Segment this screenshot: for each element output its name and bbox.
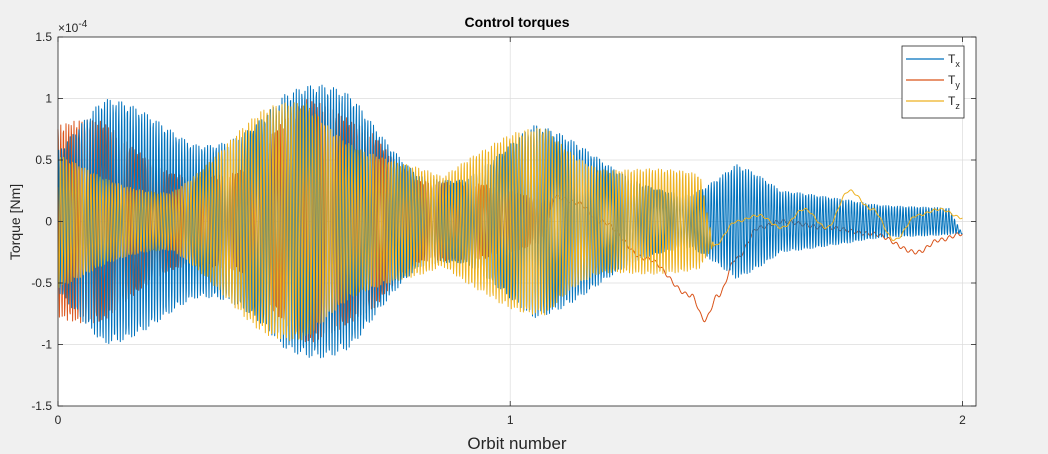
legend: Tx Ty Tz bbox=[901, 45, 965, 119]
y-tick-label: 1 bbox=[45, 92, 52, 106]
x-tick-label: 0 bbox=[55, 413, 62, 427]
legend-box bbox=[901, 45, 965, 119]
y-exponent-label: ×10-4 bbox=[58, 19, 88, 35]
legend-label: Tz bbox=[948, 94, 960, 111]
legend-label: Ty bbox=[948, 73, 960, 90]
y-axis-label: Torque [Nm] bbox=[7, 184, 23, 260]
x-tick-label: 2 bbox=[959, 413, 966, 427]
exponent-power: -4 bbox=[78, 19, 87, 30]
exponent-base: ×10 bbox=[58, 21, 79, 35]
svg-text:×10-4: ×10-4 bbox=[58, 19, 88, 35]
y-tick-label: 0 bbox=[45, 215, 52, 229]
y-tick-label: -1.5 bbox=[31, 399, 52, 413]
legend-label: Tx bbox=[948, 52, 960, 69]
x-tick-label: 1 bbox=[507, 413, 514, 427]
series-layer bbox=[57, 84, 963, 359]
y-tick-label: 1.5 bbox=[35, 30, 52, 44]
y-tick-label: -1 bbox=[41, 338, 52, 352]
x-axis-label: Orbit number bbox=[467, 434, 567, 453]
y-tick-label: 0.5 bbox=[35, 153, 52, 167]
ticks: -1.5 -1 -0.5 0 0.5 1 1.5 0 1 2 bbox=[31, 30, 976, 427]
series-line-tz bbox=[57, 102, 963, 341]
y-tick-label: -0.5 bbox=[31, 276, 52, 290]
chart-title: Control torques bbox=[465, 14, 570, 30]
